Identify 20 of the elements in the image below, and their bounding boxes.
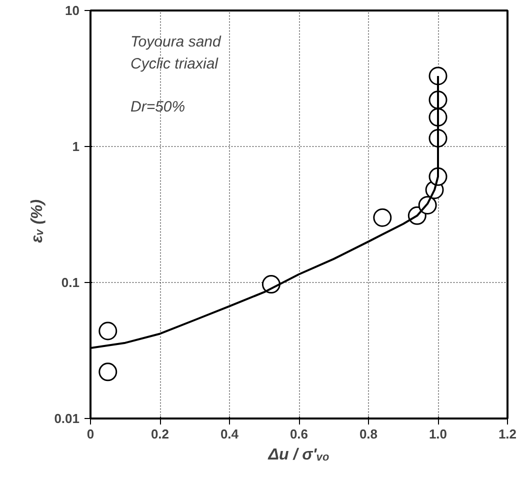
point <box>98 362 118 382</box>
y-axis-title: εᵥ (%) <box>29 199 46 243</box>
annotation: Cyclic triaxial <box>130 56 219 72</box>
x-tick-label: 0.8 <box>359 426 378 442</box>
y-tick-label: 0.1 <box>61 275 80 290</box>
x-tick-label: 0.6 <box>290 426 308 442</box>
x-tick-label: 0.2 <box>150 426 170 442</box>
annotation: Toyoura sand <box>130 34 222 50</box>
point <box>98 322 118 340</box>
x-tick-label: 0.4 <box>220 426 240 442</box>
y-tick-label: 10 <box>65 3 80 18</box>
annotation: Dr=50% <box>130 98 186 116</box>
point <box>428 66 448 86</box>
y-tick-label: 1 <box>72 139 80 154</box>
point <box>373 208 392 227</box>
x-tick-label: 0 <box>86 426 94 442</box>
y-tick-label: 0.01 <box>54 411 80 426</box>
x-axis-title: Δu / σ'ᵥₒ <box>267 446 330 464</box>
x-tick-label: 1.2 <box>498 426 517 442</box>
x-tick-label: 1.0 <box>428 426 448 442</box>
